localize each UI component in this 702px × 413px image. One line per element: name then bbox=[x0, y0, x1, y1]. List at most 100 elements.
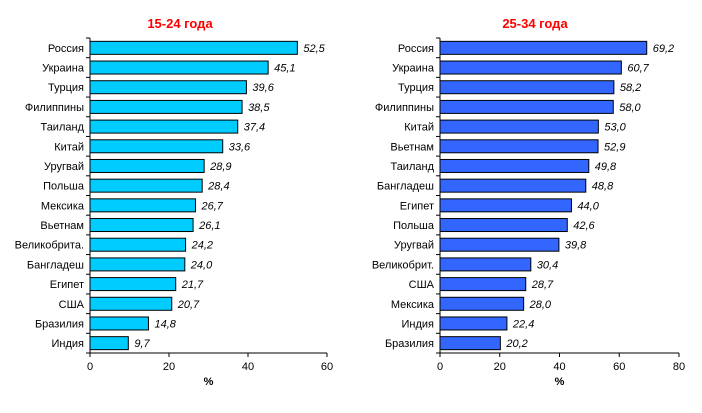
data-label: 60,7 bbox=[627, 63, 649, 75]
bar bbox=[439, 60, 622, 75]
bar bbox=[89, 296, 173, 311]
category-label: Бангладеш bbox=[27, 259, 84, 271]
data-label: 30,4 bbox=[537, 259, 558, 271]
category-label: Украина bbox=[392, 63, 435, 75]
bar bbox=[89, 139, 224, 154]
data-label: 58,0 bbox=[619, 102, 641, 114]
x-tick-label: 60 bbox=[613, 361, 625, 373]
bar bbox=[439, 336, 501, 351]
data-label: 42,6 bbox=[573, 220, 595, 232]
data-label: 28,0 bbox=[529, 299, 552, 311]
category-label: Великобрита. bbox=[15, 240, 84, 252]
x-tick-label: 60 bbox=[321, 361, 333, 373]
bar bbox=[439, 139, 599, 154]
bar bbox=[89, 80, 247, 95]
category-label: Бангладеш bbox=[377, 181, 434, 193]
x-axis-label: % bbox=[555, 376, 565, 388]
category-label: Мексика bbox=[41, 200, 85, 212]
bar bbox=[89, 99, 243, 114]
x-tick-label: 40 bbox=[553, 361, 565, 373]
data-label: 14,8 bbox=[154, 318, 176, 330]
bar bbox=[89, 60, 269, 75]
bar bbox=[439, 40, 648, 55]
category-label: США bbox=[409, 279, 435, 291]
category-label: Индия bbox=[401, 318, 434, 330]
bar bbox=[89, 277, 177, 292]
chart-title: 25-34 года bbox=[502, 16, 568, 31]
bar bbox=[439, 158, 590, 173]
data-label: 44,0 bbox=[577, 200, 599, 212]
category-label: Польша bbox=[43, 181, 85, 193]
category-label: Бразилия bbox=[385, 338, 434, 350]
category-label: Вьетнам bbox=[390, 141, 434, 153]
category-label: Украина bbox=[42, 63, 85, 75]
x-tick-label: 20 bbox=[163, 361, 175, 373]
data-label: 21,7 bbox=[181, 279, 204, 291]
data-label: 58,2 bbox=[620, 82, 641, 94]
bar bbox=[439, 198, 572, 213]
data-label: 33,6 bbox=[229, 141, 251, 153]
data-label: 37,4 bbox=[244, 122, 265, 134]
data-label: 39,8 bbox=[565, 240, 587, 252]
chart-title: 15-24 года bbox=[147, 16, 213, 31]
category-label: США bbox=[59, 299, 85, 311]
bar bbox=[89, 178, 203, 193]
x-tick-label: 40 bbox=[242, 361, 254, 373]
bar bbox=[439, 99, 614, 114]
bar bbox=[439, 178, 587, 193]
data-label: 39,6 bbox=[252, 82, 274, 94]
bar bbox=[89, 316, 149, 331]
data-label: 26,7 bbox=[200, 200, 223, 212]
data-label: 28,9 bbox=[209, 161, 231, 173]
bar bbox=[439, 296, 525, 311]
category-label: Великобрит. bbox=[372, 259, 434, 271]
data-label: 24,2 bbox=[191, 240, 213, 252]
category-label: Россия bbox=[48, 43, 84, 55]
data-label: 24,0 bbox=[190, 259, 213, 271]
data-label: 28,4 bbox=[207, 181, 229, 193]
bar bbox=[439, 80, 615, 95]
chart-2: 25-34 года 0 20 40 60 80% Россия 69,2 Украина 60,… bbox=[372, 16, 685, 388]
category-label: Египет bbox=[50, 279, 84, 291]
data-label: 38,5 bbox=[248, 102, 270, 114]
category-label: Турция bbox=[398, 82, 434, 94]
data-label: 69,2 bbox=[653, 43, 674, 55]
data-label: 45,1 bbox=[274, 63, 295, 75]
data-label: 52,9 bbox=[604, 141, 625, 153]
category-label: Уругвай bbox=[394, 240, 434, 252]
category-label: Вьетнам bbox=[40, 220, 84, 232]
x-tick-label: 20 bbox=[494, 361, 506, 373]
category-label: Мексика bbox=[391, 299, 435, 311]
category-label: Китай bbox=[404, 122, 434, 134]
category-label: Индия bbox=[51, 338, 84, 350]
x-tick-label: 80 bbox=[673, 361, 685, 373]
category-label: Филиппины bbox=[375, 102, 434, 114]
data-label: 48,8 bbox=[592, 181, 614, 193]
category-label: Турция bbox=[48, 82, 84, 94]
bar bbox=[89, 257, 186, 272]
data-label: 52,5 bbox=[303, 43, 325, 55]
bar bbox=[89, 119, 239, 134]
data-label: 26,1 bbox=[198, 220, 220, 232]
category-label: Филиппины bbox=[25, 102, 84, 114]
category-label: Польша bbox=[393, 220, 435, 232]
bar bbox=[439, 119, 599, 134]
data-label: 22,4 bbox=[512, 318, 534, 330]
bar bbox=[439, 257, 532, 272]
bar bbox=[439, 277, 527, 292]
bar bbox=[89, 336, 129, 351]
category-label: Китай bbox=[54, 141, 84, 153]
bar bbox=[439, 218, 568, 233]
data-label: 49,8 bbox=[595, 161, 617, 173]
bar bbox=[89, 198, 196, 213]
data-label: 53,0 bbox=[604, 122, 626, 134]
category-label: Таиланд bbox=[390, 161, 434, 173]
category-label: Россия bbox=[398, 43, 434, 55]
chart-1: 15-24 года 0 20 40 60% Россия 52,5 Украина 45,1 Т… bbox=[15, 16, 333, 388]
bar bbox=[89, 40, 298, 55]
data-label: 20,2 bbox=[505, 338, 527, 350]
category-label: Бразилия bbox=[35, 318, 84, 330]
bar bbox=[89, 218, 194, 233]
x-tick-label: 0 bbox=[87, 361, 93, 373]
